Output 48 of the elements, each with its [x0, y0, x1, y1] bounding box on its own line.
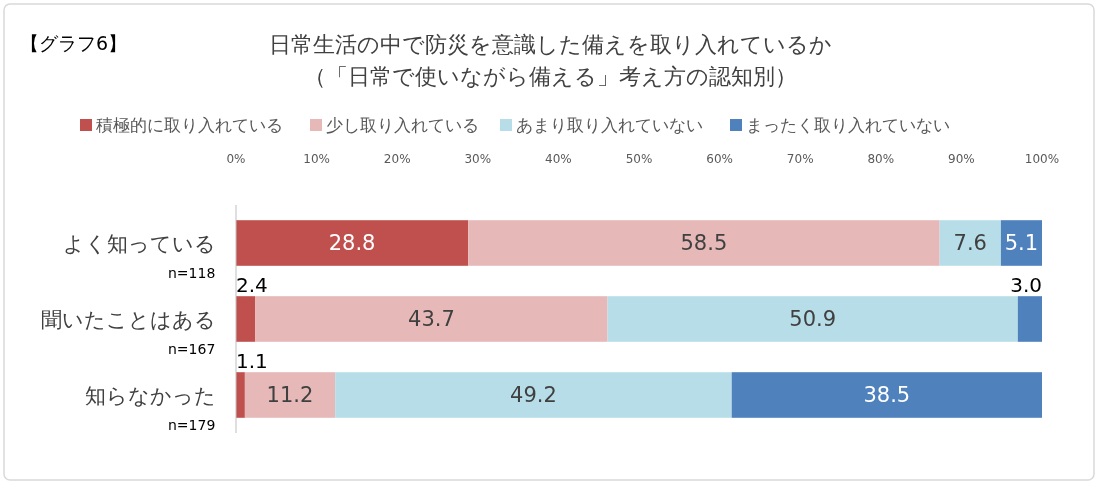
x-tick-label: 0%: [226, 152, 246, 166]
x-tick-label: 20%: [383, 152, 411, 166]
bar: [1000, 220, 1042, 266]
data-label: 49.2: [510, 383, 557, 407]
data-label: 43.7: [408, 307, 455, 331]
text: n=179: [168, 417, 216, 433]
y-tick-label: よく知っている: [63, 232, 216, 256]
legend-label: あまり取り入れていない: [516, 115, 703, 135]
text: n=167: [168, 341, 216, 357]
data-label: 1.1: [236, 349, 268, 374]
bar: [236, 220, 469, 266]
data-label: 11.2: [266, 383, 314, 407]
bar: [255, 296, 608, 342]
data-label: 2.4: [236, 273, 268, 298]
data-label: 5.1: [1004, 231, 1039, 255]
x-tick-label: 90%: [948, 152, 975, 166]
data-label: 3.0: [1010, 273, 1042, 298]
bar: [236, 372, 245, 418]
y-tick-label: 知らなかった: [85, 384, 216, 408]
bar: [236, 296, 256, 342]
data-label: 28.8: [328, 231, 376, 255]
legend-label: 積極的に取り入れている: [96, 115, 283, 135]
data-label: 38.5: [863, 383, 911, 407]
bar: [939, 220, 1001, 266]
data-label: 50.9: [789, 307, 837, 331]
bar: [244, 372, 336, 418]
bar: [468, 220, 940, 266]
x-tick-label: 10%: [303, 152, 330, 166]
text: 【グラフ6】: [20, 32, 128, 54]
x-tick-label: 30%: [464, 152, 492, 166]
data-label: 7.6: [953, 231, 987, 255]
chart-subtitle: （「日常で使いながら備える」考え方の認知別）: [303, 64, 797, 89]
y-tick-label: 聞いたことはある: [41, 308, 216, 332]
legend-label: まったく取り入れていない: [746, 115, 950, 135]
x-tick-label: 80%: [867, 152, 895, 166]
data-label: 58.5: [680, 231, 728, 255]
x-tick-label: 70%: [786, 152, 814, 166]
bar: [731, 372, 1042, 418]
x-tick-label: 40%: [545, 152, 572, 166]
x-tick-label: 50%: [625, 152, 653, 166]
text: n=118: [168, 265, 216, 281]
legend-label: 少し取り入れている: [326, 115, 479, 135]
chart-title: 日常生活の中で防災を意識した備えを取り入れているか: [268, 32, 832, 57]
bar: [335, 372, 732, 418]
bar: [607, 296, 1018, 342]
x-tick-label: 100%: [1024, 152, 1060, 166]
x-tick-label: 60%: [706, 152, 733, 166]
bar: [1017, 296, 1042, 342]
